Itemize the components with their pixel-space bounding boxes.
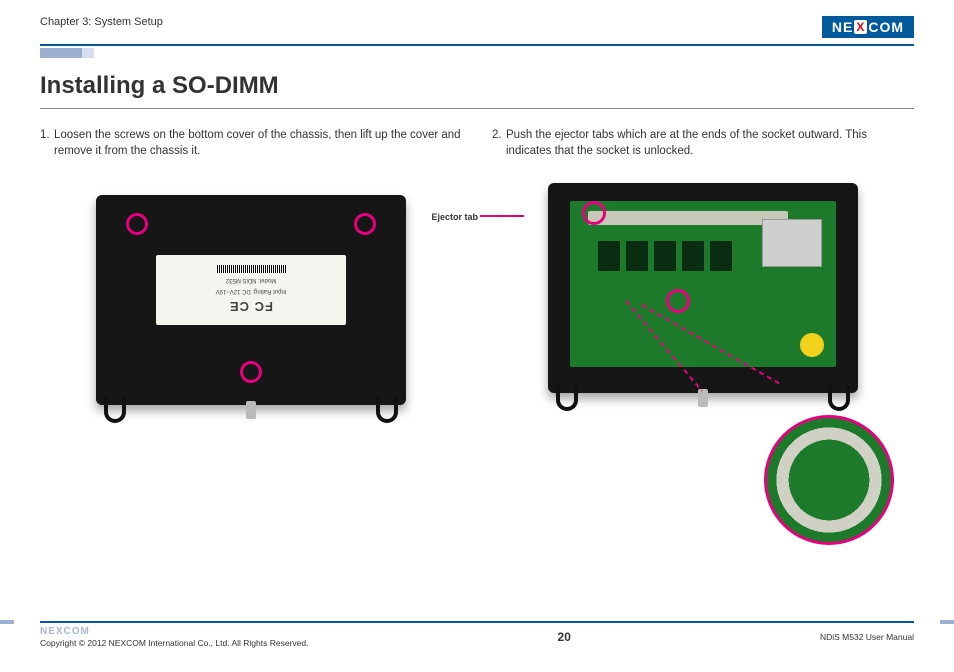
foot-icon <box>556 385 578 411</box>
step-1: 1. Loosen the screws on the bottom cover… <box>40 127 462 159</box>
zoom-inset <box>764 415 894 545</box>
page-number: 20 <box>558 630 571 644</box>
header-bar: Chapter 3: System Setup NE X COM <box>40 16 914 38</box>
chip-icon <box>710 241 732 271</box>
main-content: Installing a SO-DIMM 1. Loosen the screw… <box>40 58 914 621</box>
board-illustration <box>548 183 858 393</box>
tab-decoration <box>40 48 914 58</box>
sticker-model: Model: NDiS M532 <box>226 276 276 284</box>
sticker-icon <box>800 333 824 357</box>
ejector-tab-label: Ejector tab <box>418 211 478 224</box>
page-title: Installing a SO-DIMM <box>40 72 914 100</box>
chassis-feet <box>548 385 858 411</box>
product-sticker: FC CE Input Rating: DC 12V~19V Model: ND… <box>156 255 346 325</box>
foot-icon <box>376 397 398 423</box>
column-right: 2. Push the ejector tabs which are at th… <box>492 127 914 405</box>
zoom-circle <box>764 415 894 545</box>
footer-left: NEXCOM Copyright © 2012 NEXCOM Internati… <box>40 626 308 648</box>
sticker-line: Input Rating: DC 12V~19V <box>216 287 287 295</box>
step-text: Loosen the screws on the bottom cover of… <box>54 127 462 159</box>
footer-rule <box>40 621 914 623</box>
ejector-leader-line <box>480 215 524 217</box>
header-rule <box>40 44 914 46</box>
doc-title: NDiS M532 User Manual <box>820 632 914 642</box>
ram-chips <box>598 241 732 271</box>
figure-chassis-bottom: FC CE Input Rating: DC 12V~19V Model: ND… <box>40 195 462 405</box>
step-number: 1. <box>40 127 54 159</box>
screw-highlight <box>240 361 262 383</box>
foot-icon <box>104 397 126 423</box>
connector-icon <box>246 401 256 419</box>
cert-marks: FC CE <box>229 297 273 315</box>
chapter-label: Chapter 3: System Setup <box>40 16 163 28</box>
sodimm-slot <box>588 211 788 225</box>
pcb <box>570 201 836 367</box>
title-rule <box>40 108 914 109</box>
connector-icon <box>698 389 708 407</box>
footer: NEXCOM Copyright © 2012 NEXCOM Internati… <box>40 623 914 648</box>
barcode-icon <box>216 265 286 273</box>
ejector-highlight <box>582 201 606 225</box>
chassis-illustration: FC CE Input Rating: DC 12V~19V Model: ND… <box>96 195 406 405</box>
tab-block-short <box>82 48 94 58</box>
chip-icon <box>626 241 648 271</box>
chip-icon <box>682 241 704 271</box>
screw-highlight <box>354 213 376 235</box>
screw-highlight <box>126 213 148 235</box>
brand-logo: NE X COM <box>822 16 914 38</box>
copyright: Copyright © 2012 NEXCOM International Co… <box>40 638 308 648</box>
logo-text-right: COM <box>868 19 904 35</box>
footer-logo: NEXCOM <box>40 626 308 637</box>
column-left: 1. Loosen the screws on the bottom cover… <box>40 127 462 405</box>
figure-chassis-open: Ejector tab <box>492 183 914 393</box>
step-number: 2. <box>492 127 506 159</box>
ejector-highlight <box>666 289 690 313</box>
page: Chapter 3: System Setup NE X COM Install… <box>0 0 954 672</box>
two-column-layout: 1. Loosen the screws on the bottom cover… <box>40 127 914 405</box>
foot-icon <box>828 385 850 411</box>
logo-text-left: NE <box>832 19 853 35</box>
tab-block <box>40 48 82 58</box>
logo-text-x: X <box>854 20 867 34</box>
chip-icon <box>598 241 620 271</box>
step-text: Push the ejector tabs which are at the e… <box>506 127 914 159</box>
chip-icon <box>654 241 676 271</box>
step-2: 2. Push the ejector tabs which are at th… <box>492 127 914 159</box>
chassis-feet <box>96 397 406 423</box>
heatsink-icon <box>762 219 822 267</box>
